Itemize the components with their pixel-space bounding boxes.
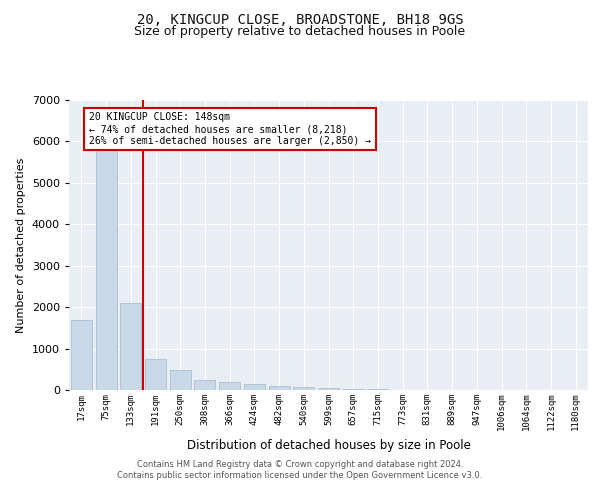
Text: Size of property relative to detached houses in Poole: Size of property relative to detached ho… <box>134 25 466 38</box>
Text: Contains HM Land Registry data © Crown copyright and database right 2024.: Contains HM Land Registry data © Crown c… <box>137 460 463 469</box>
Bar <box>219 382 240 390</box>
Bar <box>269 386 290 390</box>
Bar <box>244 384 265 390</box>
Bar <box>145 359 166 390</box>
Bar <box>120 303 141 390</box>
Bar <box>170 370 191 390</box>
Bar <box>293 387 314 390</box>
Text: 20 KINGCUP CLOSE: 148sqm
← 74% of detached houses are smaller (8,218)
26% of sem: 20 KINGCUP CLOSE: 148sqm ← 74% of detach… <box>89 112 371 146</box>
Bar <box>71 320 92 390</box>
Text: Contains public sector information licensed under the Open Government Licence v3: Contains public sector information licen… <box>118 471 482 480</box>
Bar <box>194 380 215 390</box>
Bar <box>95 150 116 390</box>
Text: 20, KINGCUP CLOSE, BROADSTONE, BH18 9GS: 20, KINGCUP CLOSE, BROADSTONE, BH18 9GS <box>137 12 463 26</box>
Y-axis label: Number of detached properties: Number of detached properties <box>16 158 26 332</box>
Bar <box>318 388 339 390</box>
Bar <box>343 389 364 390</box>
Bar <box>367 389 388 390</box>
X-axis label: Distribution of detached houses by size in Poole: Distribution of detached houses by size … <box>187 438 470 452</box>
